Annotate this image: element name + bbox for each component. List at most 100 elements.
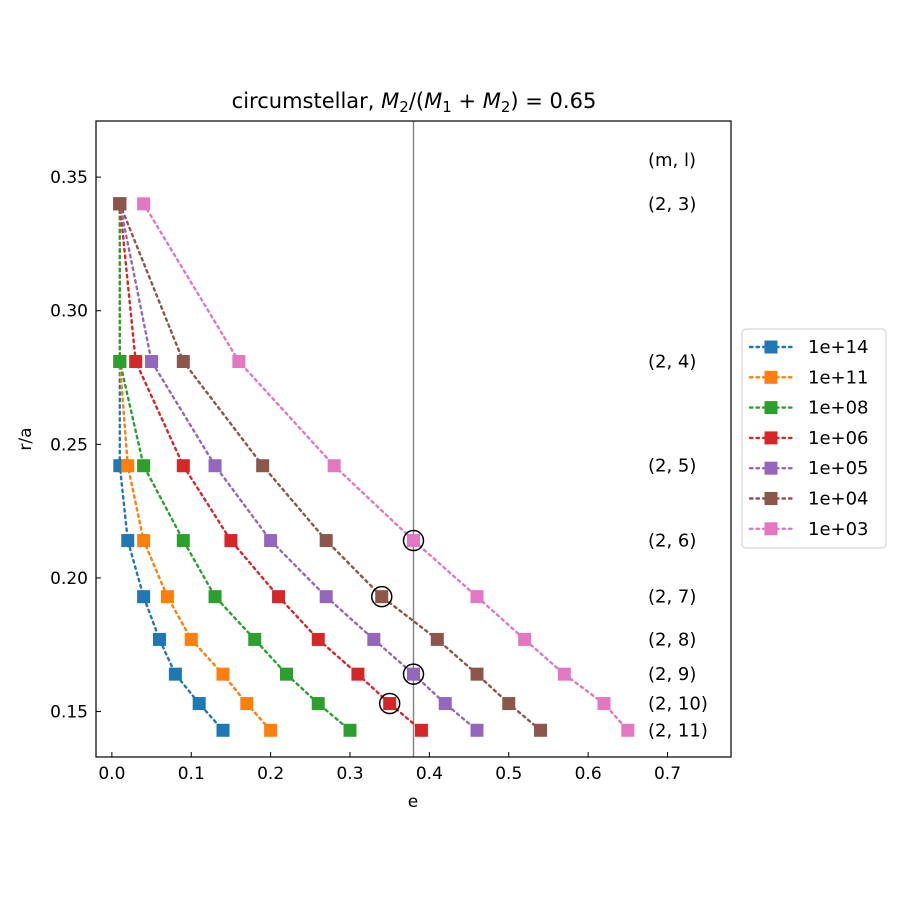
legend-label-1e+14: 1e+14 <box>808 337 869 358</box>
series-marker-1e+03 <box>327 459 341 473</box>
series-marker-1e+05 <box>407 667 420 681</box>
resonance-label: (2, 4) <box>648 352 696 373</box>
x-tick-label: 0.0 <box>98 764 125 784</box>
legend-marker-1e+03 <box>764 522 778 536</box>
series-marker-1e+05 <box>264 534 278 548</box>
x-axis-label: e <box>408 792 418 812</box>
resonance-label: (2, 7) <box>648 587 696 608</box>
y-tick-label: 0.25 <box>50 435 88 455</box>
legend-label-1e+11: 1e+11 <box>808 367 869 388</box>
series-marker-1e+08 <box>137 459 151 473</box>
series-marker-1e+03 <box>137 197 151 211</box>
resonance-label: (2, 11) <box>648 720 708 741</box>
y-tick-label: 0.30 <box>50 302 88 322</box>
series-marker-1e+14 <box>192 697 206 711</box>
legend-label-1e+06: 1e+06 <box>808 428 869 449</box>
y-tick-label: 0.15 <box>50 703 88 723</box>
series-marker-1e+04 <box>430 632 444 646</box>
series-marker-1e+04 <box>470 667 484 681</box>
series-marker-1e+11 <box>216 667 230 681</box>
title-math-part: 1 <box>442 98 452 116</box>
resonance-label: (2, 9) <box>648 664 696 685</box>
series-marker-1e+06 <box>414 723 428 737</box>
title-math-part: 2 <box>399 98 409 116</box>
series-marker-1e+04 <box>256 459 270 473</box>
series-line-1e+05 <box>118 202 479 732</box>
series-marker-1e+08 <box>176 534 190 548</box>
series-marker-1e+03 <box>232 355 246 369</box>
series-marker-1e+04 <box>113 197 127 211</box>
title-value: = 0.65 <box>519 89 597 113</box>
y-tick-label: 0.20 <box>50 569 88 589</box>
series-marker-1e+14 <box>137 590 151 604</box>
x-tick-label: 0.1 <box>178 764 205 784</box>
series-marker-1e+14 <box>153 632 166 646</box>
axes-frame <box>95 120 732 758</box>
x-tick-label: 0.5 <box>495 764 522 784</box>
x-tick-label: 0.7 <box>654 764 681 784</box>
series-marker-1e+08 <box>280 667 293 681</box>
title-math-part: /( <box>409 89 424 113</box>
series-marker-1e+04 <box>534 723 547 737</box>
series-marker-1e+08 <box>248 632 262 646</box>
resonance-label: (2, 10) <box>648 694 708 715</box>
series-line-1e+08 <box>118 202 352 732</box>
title-math-part: M <box>381 89 399 113</box>
series-marker-1e+05 <box>145 355 159 369</box>
resonance-labels: (2, 3) (2, 4) (2, 5) (2, 6) (2, 7) (2, 8) (2, … <box>648 194 708 741</box>
circled-point <box>378 692 401 715</box>
legend-label-1e+05: 1e+05 <box>808 458 869 479</box>
title-math-part: 2 <box>501 98 511 116</box>
series-marker-1e+11 <box>160 590 174 604</box>
legend-marker-1e+08 <box>764 401 778 415</box>
legend-marker-1e+11 <box>764 370 778 384</box>
resonance-label: (2, 8) <box>648 629 696 650</box>
series-marker-1e+11 <box>137 534 151 548</box>
x-tick-label: 0.2 <box>257 764 284 784</box>
series-marker-1e+05 <box>470 723 484 737</box>
x-tick-label: 0.3 <box>336 764 363 784</box>
x-tick-label: 0.6 <box>575 764 602 784</box>
series-marker-1e+06 <box>176 459 190 473</box>
y-tick-label: 0.35 <box>50 168 88 188</box>
legend-marker-1e+05 <box>764 461 778 475</box>
y-axis-label: r/a <box>16 427 36 450</box>
series-marker-1e+06 <box>129 355 143 369</box>
plot-area <box>113 121 635 757</box>
legend-marker-1e+14 <box>764 340 778 354</box>
legend: 1e+14 1e+11 1e+08 1e+06 1e+05 1e+04 1e+03 <box>741 328 887 549</box>
chart-title: circumstellar, M2/(M1 + M2) = 0.65 <box>232 89 597 116</box>
series-marker-1e+06 <box>311 632 325 646</box>
circled-point <box>402 663 425 685</box>
series-marker-1e+05 <box>208 459 222 473</box>
series-marker-1e+04 <box>319 534 333 548</box>
series-marker-1e+14 <box>121 534 135 548</box>
series-marker-1e+14 <box>168 667 182 681</box>
series-marker-1e+08 <box>343 723 357 737</box>
series-marker-1e+11 <box>184 632 198 646</box>
legend-marker-1e+06 <box>764 431 778 445</box>
title-math-part: M <box>424 89 442 113</box>
series-marker-1e+08 <box>311 697 325 711</box>
legend-box <box>741 328 887 549</box>
circled-point <box>371 585 393 608</box>
title-math-part: ) <box>510 89 518 113</box>
series-marker-1e+11 <box>121 459 135 473</box>
series-marker-1e+04 <box>502 697 516 711</box>
series-marker-1e+06 <box>224 534 238 548</box>
resonance-label: (2, 5) <box>648 456 696 477</box>
series-marker-1e+06 <box>272 590 286 604</box>
axis-ticks: 0.0 0.1 0.2 0.3 0.4 0.5 0.6 0.7 0.15 0.20 0.25 0.30… <box>50 168 681 784</box>
series-marker-1e+03 <box>470 590 484 604</box>
legend-label-1e+04: 1e+04 <box>808 489 869 510</box>
series-marker-1e+06 <box>383 697 397 711</box>
series-marker-1e+03 <box>557 667 571 681</box>
series-marker-1e+03 <box>621 723 635 737</box>
title-math-part: + <box>452 89 483 113</box>
series-marker-1e+04 <box>176 355 190 369</box>
series-marker-1e+04 <box>375 590 389 604</box>
series-marker-1e+11 <box>240 697 254 711</box>
series-marker-1e+05 <box>438 697 452 711</box>
legend-label-1e+03: 1e+03 <box>808 519 869 540</box>
